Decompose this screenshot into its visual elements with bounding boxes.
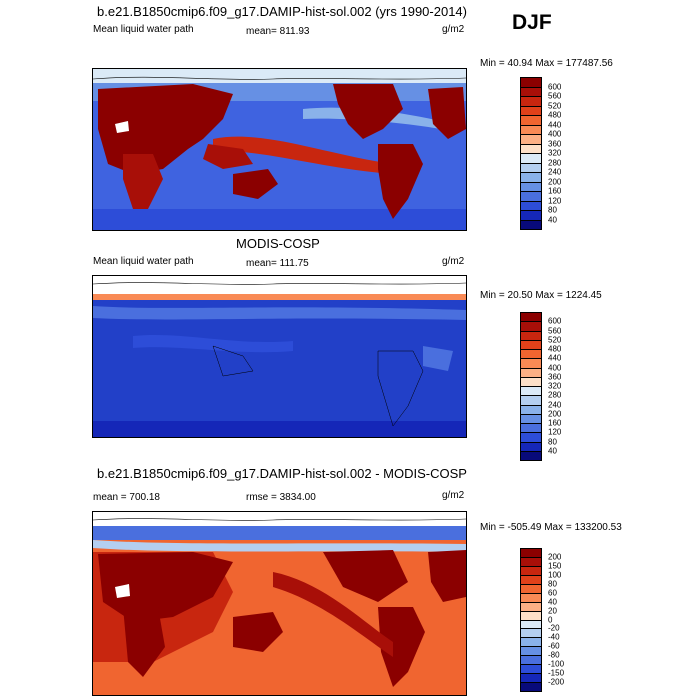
colorbar-tick-label: 600 (548, 82, 562, 91)
colorbar-tick-label: 40 (548, 215, 557, 224)
colorbar-tick-label: 40 (548, 597, 557, 607)
colorbar-tick-label: -20 (548, 623, 560, 633)
panel-3-units: g/m2 (442, 490, 465, 501)
panel-2-mean-label: mean= 111.75 (246, 258, 309, 269)
panel-3-minmax: Min = -505.49 Max = 133200.53 (480, 522, 622, 533)
colorbar-tick-label: 200 (548, 177, 562, 186)
colorbar-tick-label: 440 (548, 120, 562, 129)
colorbar-swatch (520, 450, 542, 461)
panel-3-mean-label: mean = 700.18 (93, 492, 160, 503)
colorbar-tick-label: 400 (548, 363, 562, 372)
colorbar-tick-label: 320 (548, 381, 562, 391)
panel-1-mean-label: mean= 811.93 (246, 26, 310, 37)
colorbar-tick-label: 40 (548, 446, 557, 456)
colorbar-tick-label: -200 (548, 677, 565, 687)
colorbar-tick-label: -60 (548, 641, 560, 651)
colorbar-tick-label: 160 (548, 186, 562, 196)
colorbar-tick-label: 150 (548, 561, 562, 571)
colorbar-tick-label: 200 (548, 409, 562, 419)
colorbar-tick-label: 100 (548, 570, 562, 580)
colorbar-tick-label: 600 (548, 316, 562, 326)
panel-1-minmax: Min = 40.94 Max = 177487.56 (480, 58, 613, 69)
panel-1-units: g/m2 (442, 24, 465, 35)
panel-3-rmse-label: rmse = 3834.00 (246, 492, 316, 503)
colorbar-tick-label: -80 (548, 650, 560, 660)
colorbar-tick-label: 120 (548, 196, 562, 205)
colorbar-tick-label: 560 (548, 91, 562, 101)
colorbar-swatch (520, 682, 542, 692)
panel-2-units: g/m2 (442, 256, 465, 267)
panel-1-title: b.e21.B1850cmip6.f09_g17.DAMIP-hist-sol.… (97, 4, 467, 19)
colorbar-tick-label: 240 (548, 400, 562, 409)
colorbar-tick-label: 0 (548, 615, 553, 624)
colorbar-tick-label: 240 (548, 167, 562, 177)
colorbar-tick-label: 80 (548, 205, 557, 215)
colorbar-tick-label: 160 (548, 418, 562, 428)
colorbar-tick-label: 280 (548, 158, 562, 167)
colorbar-tick-label: 280 (548, 390, 562, 400)
colorbar-tick-label: -150 (548, 668, 565, 678)
panel-2-colorbar: 600 560 520 480 440 400 360 320 280 240 200 160 120 8… (520, 312, 600, 461)
panel-2-minmax: Min = 20.50 Max = 1224.45 (480, 290, 602, 301)
panel-1-map-field (93, 69, 466, 230)
panel-3-colorbar: 200 150 100 80 60 40 20 0 -20 -40 -60 -80 -100 -150 -2… (520, 548, 600, 692)
colorbar-tick-label: 120 (548, 427, 562, 437)
colorbar-swatch (520, 219, 542, 230)
colorbar-tick-label: 400 (548, 129, 562, 139)
colorbar-tick-label: 80 (548, 437, 557, 446)
colorbar-tick-label: -40 (548, 632, 560, 642)
panel-2-title: MODIS-COSP (236, 236, 320, 251)
colorbar-tick-label: 320 (548, 148, 562, 158)
season-label: DJF (512, 11, 552, 34)
panel-3-map (92, 511, 467, 696)
colorbar-tick-label: -100 (548, 659, 565, 669)
colorbar-tick-label: 360 (548, 372, 562, 382)
panel-3-title: b.e21.B1850cmip6.f09_g17.DAMIP-hist-sol.… (97, 466, 467, 481)
colorbar-tick-label: 200 (548, 552, 562, 562)
panel-2-map-field (93, 276, 466, 437)
colorbar-tick-label: 60 (548, 588, 557, 598)
colorbar-tick-label: 360 (548, 139, 562, 148)
panel-1-map (92, 68, 467, 231)
colorbar-tick-label: 440 (548, 353, 562, 363)
colorbar-tick-label: 480 (548, 110, 562, 120)
colorbar-tick-label: 560 (548, 326, 562, 335)
panel-2-map (92, 275, 467, 438)
colorbar-tick-label: 20 (548, 606, 557, 616)
panel-2-variable-label: Mean liquid water path (93, 256, 194, 267)
colorbar-tick-label: 520 (548, 335, 562, 345)
colorbar-tick-label: 480 (548, 344, 562, 354)
panel-1-colorbar: 600 560 520 480 440 400 360 320 280 240 200 160 120 8… (520, 77, 600, 230)
panel-1-variable-label: Mean liquid water path (93, 24, 194, 35)
panel-3-map-field (93, 512, 466, 695)
colorbar-tick-label: 80 (548, 579, 557, 589)
colorbar-tick-label: 520 (548, 101, 562, 110)
